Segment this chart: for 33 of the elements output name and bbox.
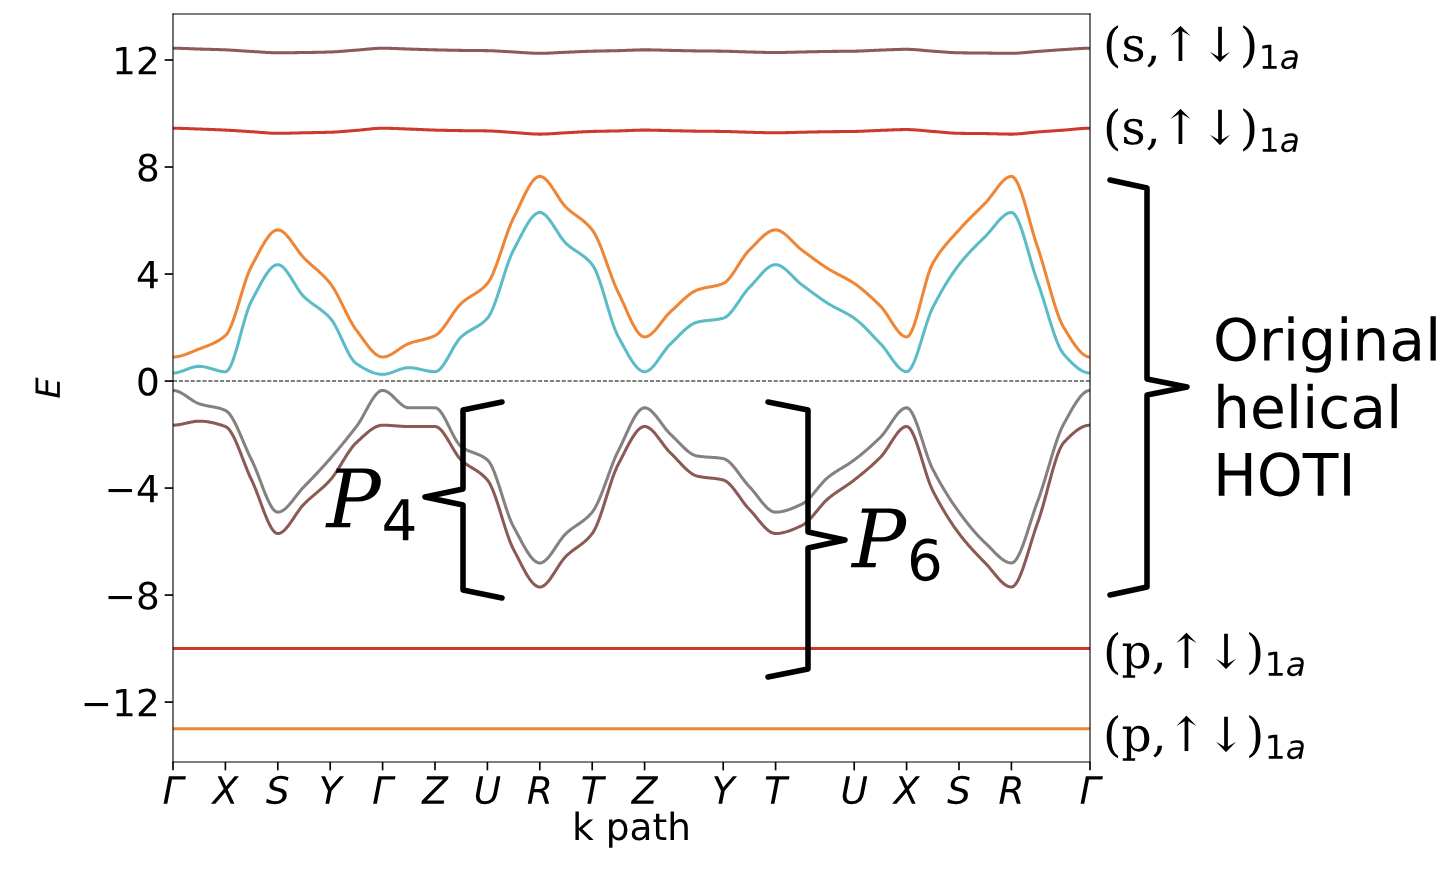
x-tick-label: Γ: [373, 776, 396, 804]
text: (s,↑↓)$_{1a}$: [1106, 108, 1298, 153]
annotation: P$_{6}$: [850, 508, 940, 582]
x-tick-label: S: [266, 775, 289, 805]
x-tick-label: R: [527, 776, 550, 804]
x-tick-label: X: [892, 776, 921, 804]
y-tick-label: 12: [116, 46, 157, 75]
x-tick-label: Y: [714, 776, 738, 804]
x-tick-label: Z: [630, 776, 659, 804]
y-tick-label: −4: [108, 474, 158, 503]
x-tick-label: Γ: [1080, 776, 1103, 804]
y-tick-label: 4: [137, 260, 158, 289]
x-tick-label: S: [947, 775, 970, 805]
x-tick-label: T: [765, 776, 790, 804]
text: (s,↑↓)$_{1a}$: [1106, 25, 1298, 70]
y-tick-label: 0: [138, 367, 158, 396]
x-tick-label: Γ: [163, 776, 186, 804]
annotation: P$_{4}$: [325, 468, 415, 541]
text: (p,↑↓)$_{1a}$: [1106, 715, 1304, 761]
y-tick-label: 8: [138, 153, 158, 182]
text: Original helical HOTI: [1216, 316, 1436, 497]
x-tick-label: U: [475, 776, 501, 805]
y-axis-title: E: [35, 377, 60, 398]
x-tick-label: T: [582, 776, 607, 804]
x-tick-label: Z: [421, 776, 449, 804]
x-axis-title: k path: [575, 811, 688, 848]
x-tick-label: R: [999, 776, 1021, 804]
x-tick-label: X: [210, 776, 239, 804]
text: (p,↑↓)$_{1a}$: [1106, 632, 1304, 678]
y-tick-label: −12: [84, 688, 157, 717]
y-tick-label: −8: [108, 581, 158, 610]
x-tick-label: U: [842, 776, 868, 805]
x-tick-label: Y: [321, 776, 345, 804]
